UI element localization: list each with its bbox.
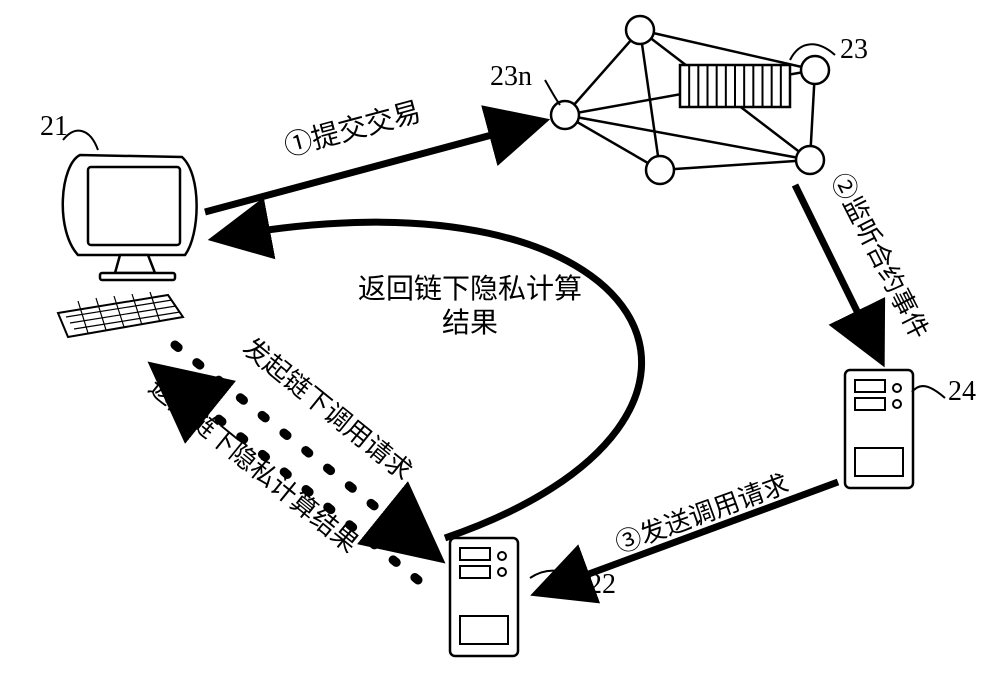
leader-24 (912, 386, 945, 398)
server-22 (450, 538, 518, 656)
label-submit-tx: ①提交交易 (281, 96, 425, 163)
ref-24: 24 (948, 376, 976, 407)
ref-23n: 23n (490, 61, 532, 92)
ref-21: 21 (40, 111, 68, 142)
client-computer (58, 155, 197, 337)
label-listen-event: ②监听合约事件 (825, 168, 933, 343)
edge-send-call (540, 482, 838, 592)
leader-21 (63, 131, 98, 150)
label-send-call: ③发送调用请求 (612, 469, 793, 559)
ref-23: 23 (840, 34, 868, 65)
leader-23n (545, 80, 560, 105)
blockchain-network (551, 16, 829, 184)
server-24 (845, 370, 913, 488)
label-return-result-1: 返回链下隐私计算 (358, 273, 582, 305)
label-return-result-2: 结果 (442, 307, 498, 339)
